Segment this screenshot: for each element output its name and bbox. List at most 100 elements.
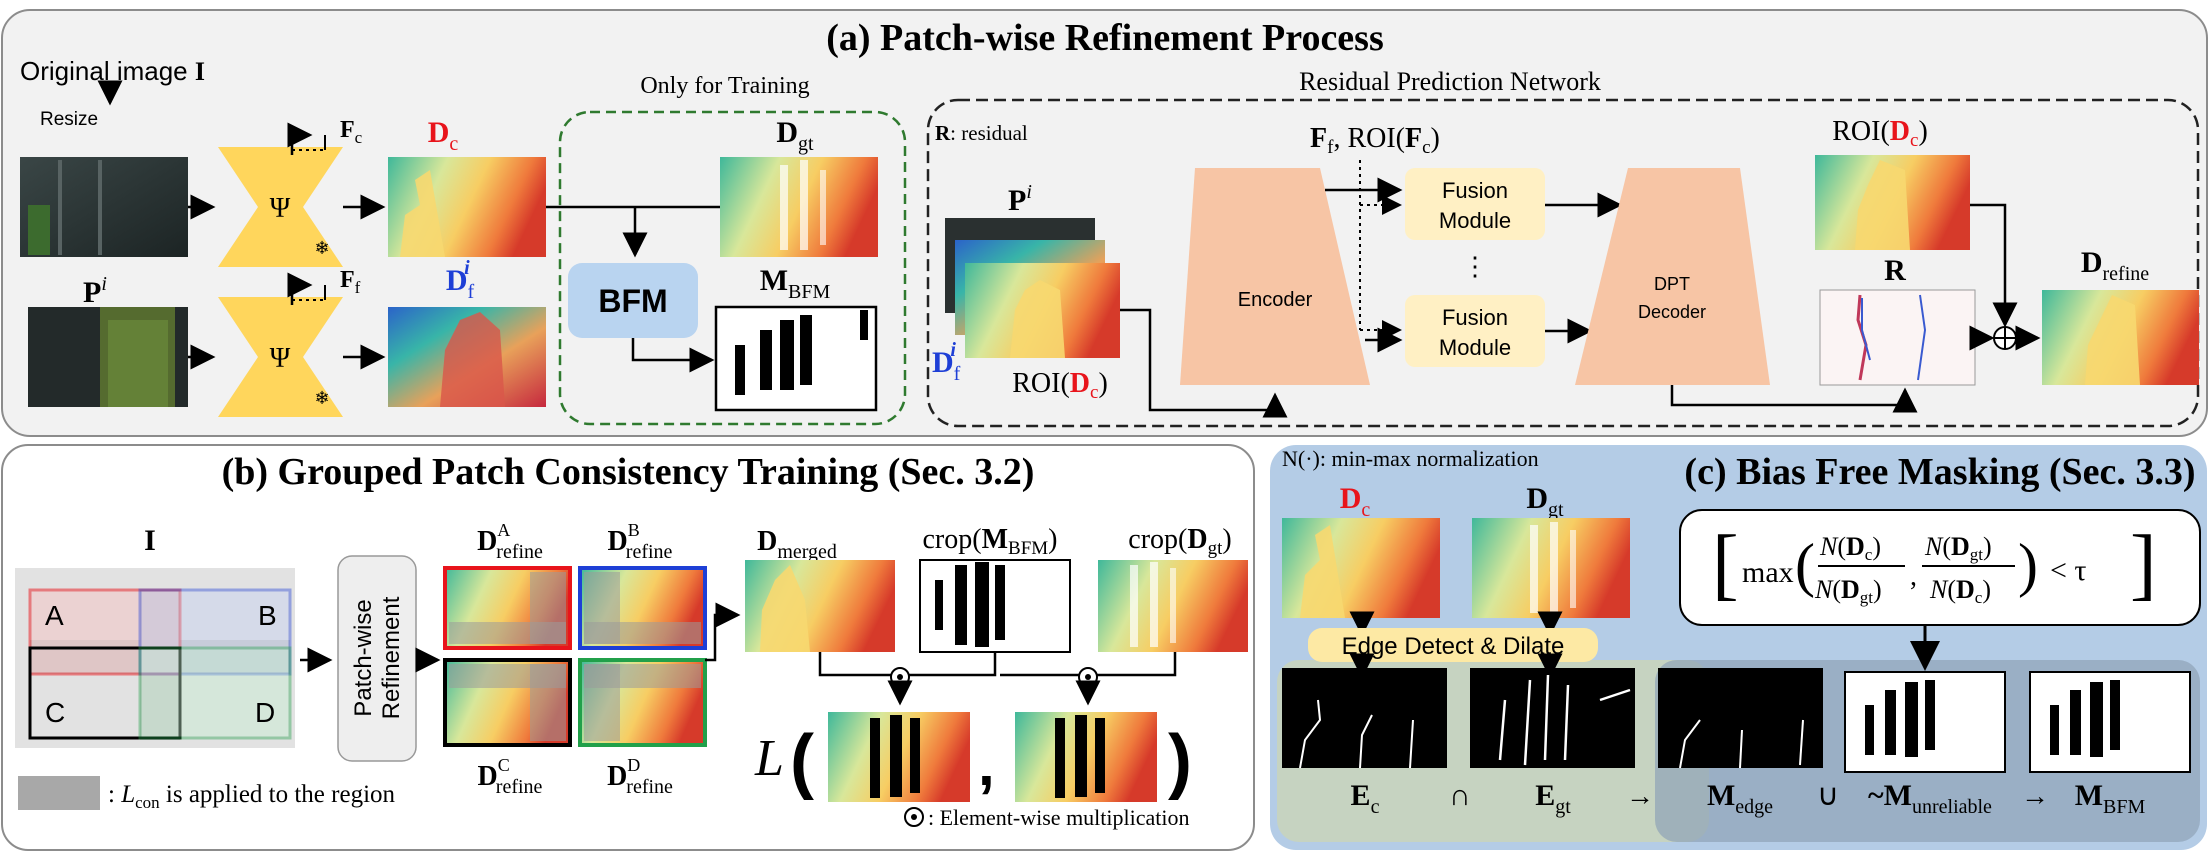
fusion-bottom-line1: Fusion	[1442, 305, 1508, 330]
image-I-label: I	[144, 524, 156, 557]
patch-C-box	[28, 646, 182, 740]
formula-lparen: (	[1795, 532, 1815, 598]
rpn-box	[926, 98, 2200, 428]
psi-encoder-bottom	[218, 297, 343, 417]
depth-gt-label: Dgt	[776, 116, 814, 155]
unreliable-label: ~Munreliable	[1868, 779, 1992, 818]
psi-label-top: Ψ	[270, 193, 291, 224]
drefine-C-label: DC refine	[478, 755, 543, 798]
panel-b-title: (b) Grouped Patch Consistency Training (…	[222, 451, 1035, 493]
depth-c-label: Dc	[428, 116, 459, 155]
resize-label: Resize	[40, 109, 98, 130]
patch-D-letter: D	[255, 697, 275, 728]
formula-num1: N(Dc)	[1819, 532, 1881, 564]
formula-rparen: )	[2018, 532, 2038, 598]
training-only-label: Only for Training	[640, 73, 809, 99]
nnorm-legend: N(·): min-max normalization	[1282, 446, 1539, 471]
mask-bfm-label: MBFM	[760, 264, 831, 303]
loss-L: L	[754, 730, 784, 787]
fusion-module-bottom	[1405, 295, 1545, 367]
dpt-label-line1: DPT	[1654, 274, 1690, 294]
bfm-label: BFM	[598, 283, 667, 319]
rpn-depth-f-label: Dfi	[932, 339, 961, 385]
loss-rparen: )	[1168, 721, 1192, 801]
patch-A-box	[28, 588, 182, 676]
lcon-legend: : Lcon is applied to the region	[108, 781, 396, 812]
fusion-module-top	[1405, 168, 1545, 240]
drefine-A-label: DA refine	[477, 520, 543, 563]
panel-a-title: (a) Patch-wise Refinement Process	[826, 17, 1384, 59]
panel-c-title: (c) Bias Free Masking (Sec. 3.3)	[1684, 451, 2195, 493]
patch-D-box	[138, 646, 292, 740]
formula-den1: N(Dgt)	[1814, 575, 1882, 607]
formula-rbracket: ]	[2130, 520, 2157, 608]
mult-legend: : Element-wise multiplication	[928, 805, 1190, 830]
residual-map	[1819, 289, 1976, 386]
dpt-decoder-block	[1575, 168, 1770, 385]
formula-comma: ,	[1910, 561, 1917, 592]
formula-lt: < τ	[2050, 554, 2086, 587]
snowflake-icon: ❄	[314, 388, 329, 408]
fusion-ellipsis: ⋮	[1462, 252, 1488, 281]
depth-f-label: Dfi	[446, 257, 475, 303]
fusion-top-line1: Fusion	[1442, 178, 1508, 203]
patch-C-letter: C	[45, 697, 65, 728]
bfm-block	[568, 263, 698, 338]
dpt-label-line2: Decoder	[1638, 302, 1706, 322]
formula-box	[1679, 509, 2201, 626]
drefine-B-label: DB refine	[608, 520, 673, 563]
depth-refine-label: Drefine	[2081, 246, 2149, 285]
lcon-swatch	[18, 776, 100, 810]
arrow-symbol-2: →	[2021, 781, 2049, 812]
dmerged-label: Dmerged	[757, 526, 837, 563]
training-only-box	[558, 110, 907, 426]
cap-symbol: ∩	[1449, 779, 1471, 812]
fusion-top-line2: Module	[1439, 208, 1511, 233]
crop-mbfm-label: crop(MBFM)	[923, 524, 1058, 559]
patch-B-box	[138, 588, 292, 676]
edge-detect-label: Edge Detect & Dilate	[1342, 633, 1565, 660]
psi-label-bottom: Ψ	[270, 343, 291, 374]
arrow-symbol-1: →	[1626, 781, 1654, 812]
formula-max: max	[1742, 556, 1794, 589]
crop-dgt-label: crop(Dgt)	[1128, 524, 1231, 559]
formula-lbracket: [	[1712, 520, 1739, 608]
residual-R-label: R	[1884, 254, 1906, 287]
snowflake-icon: ❄	[314, 238, 329, 258]
encoder-block	[1180, 168, 1370, 385]
egt-label: Egt	[1535, 779, 1571, 818]
rpn-title: Residual Prediction Network	[1299, 67, 1601, 96]
patch-B-letter: B	[258, 600, 277, 631]
edge-detect-block	[1308, 628, 1598, 662]
original-image-label: Original image I	[20, 56, 205, 86]
ec-map	[1282, 668, 1447, 768]
loss-lparen: (	[790, 721, 814, 801]
pw-line2: Refinement	[378, 596, 405, 719]
drefine-D-label: DD refine	[607, 755, 673, 798]
rpn-patch-label: Pi	[1008, 181, 1032, 217]
loss-comma: ,	[978, 731, 995, 798]
fusion-bottom-line2: Module	[1439, 335, 1511, 360]
patch-label: Pi	[83, 273, 107, 309]
formula-den2: N(Dc)	[1929, 575, 1991, 607]
encoder-label: Encoder	[1238, 289, 1313, 311]
features-input-label: Ff, ROI(Fc)	[1310, 123, 1440, 158]
patch-A-letter: A	[45, 600, 64, 631]
cup-symbol: ∪	[1817, 779, 1839, 812]
feature-f-label: Ff	[340, 267, 361, 297]
depth-gt-map	[720, 157, 878, 257]
roi-dc-label-right: ROI(Dc)	[1832, 116, 1928, 151]
pw-line1: Patch-wise	[350, 599, 377, 716]
roi-dc-label: ROI(Dc)	[1012, 368, 1108, 403]
feature-c-label: Fc	[340, 117, 363, 147]
formula-num2: N(Dgt)	[1924, 532, 1992, 564]
c-dgt-label: Dgt	[1526, 482, 1564, 521]
residual-legend: R: residual	[935, 121, 1028, 145]
medge-label: Medge	[1707, 779, 1773, 818]
psi-encoder-top	[218, 147, 343, 267]
c-dc-label: Dc	[1340, 482, 1371, 521]
mbfm-output-label: MBFM	[2075, 779, 2146, 818]
egt-map	[1470, 668, 1635, 768]
ec-label: Ec	[1351, 779, 1380, 818]
